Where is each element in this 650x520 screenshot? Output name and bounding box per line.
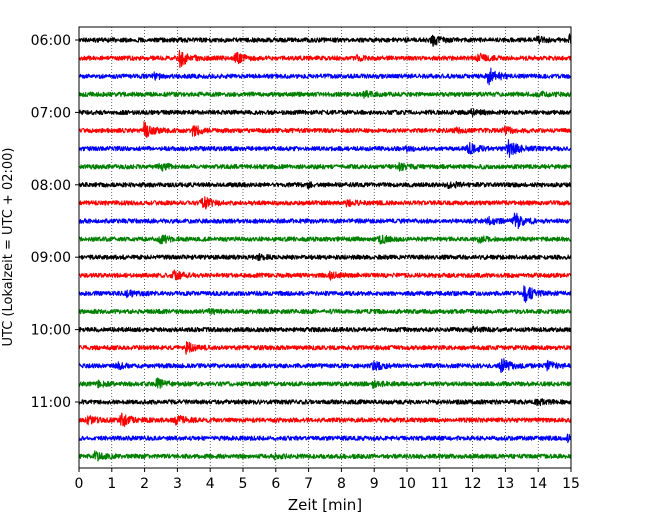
x-tick-label: 4	[206, 476, 215, 492]
seismic-trace	[78, 285, 572, 303]
x-tick-label: 12	[464, 476, 482, 492]
x-tick-label: 11	[431, 476, 449, 492]
x-tick-label: 1	[107, 476, 116, 492]
seismic-trace	[78, 196, 572, 210]
seismic-trace	[78, 433, 572, 444]
x-axis-label: Zeit [min]	[288, 496, 362, 514]
seismic-trace	[78, 108, 572, 118]
seismic-trace	[78, 341, 572, 355]
y-axis-label: UTC (Lokalzeit = UTC + 02:00)	[1, 148, 16, 347]
x-tick-label: 3	[173, 476, 182, 492]
x-tick-label: 2	[140, 476, 149, 492]
x-tick-label: 0	[75, 476, 84, 492]
x-tick-label: 6	[271, 476, 280, 492]
seismic-trace	[78, 212, 572, 230]
seismic-trace	[78, 161, 572, 172]
seismic-trace	[78, 33, 572, 47]
x-tick-label: 15	[562, 476, 580, 492]
seismic-trace	[78, 180, 572, 190]
x-tick-label: 7	[304, 476, 313, 492]
seismic-trace	[78, 412, 572, 428]
seismic-trace	[78, 398, 572, 407]
seismic-trace	[78, 67, 572, 86]
x-tick-label: 8	[337, 476, 346, 492]
y-tick-label: 11:00	[31, 395, 71, 411]
seismic-trace	[78, 269, 572, 281]
y-tick-label: 07:00	[31, 105, 71, 121]
seismic-trace	[78, 139, 572, 158]
y-tick-label: 08:00	[31, 178, 71, 194]
x-tick-label: 10	[398, 476, 416, 492]
x-tick-label: 5	[239, 476, 248, 492]
seismic-trace	[78, 377, 572, 389]
x-tick-label: 9	[370, 476, 379, 492]
x-tick-label: 14	[529, 476, 547, 492]
seismic-trace	[78, 358, 572, 374]
plot-frame	[78, 26, 572, 469]
seismic-trace	[78, 121, 572, 139]
x-tick-label: 13	[496, 476, 514, 492]
y-axis-ticks: 06:00 07:00 08:00 09:00 10:00 11:00	[31, 33, 79, 411]
seismic-trace	[78, 325, 572, 334]
seismic-trace	[78, 49, 572, 69]
seismic-trace	[78, 450, 572, 462]
seismic-traces	[78, 33, 572, 462]
y-tick-label: 06:00	[31, 33, 71, 49]
seismic-trace	[78, 253, 572, 262]
seismic-trace	[78, 308, 572, 316]
y-tick-label: 10:00	[31, 323, 71, 339]
seismic-trace	[78, 89, 572, 99]
y-tick-label: 09:00	[31, 250, 71, 266]
seismic-trace	[78, 234, 572, 245]
x-axis-ticks: 0 1 2 3 4 5 6 7 8 9 10 11 12 13 14 15	[75, 468, 580, 492]
